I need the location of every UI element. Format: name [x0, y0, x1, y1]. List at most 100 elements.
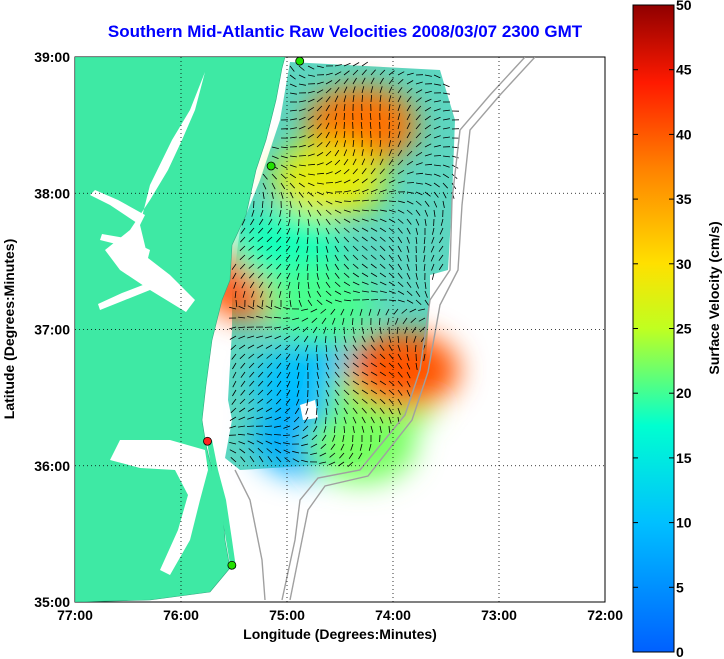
velocity-arrow	[343, 272, 350, 278]
velocity-arrow	[284, 407, 291, 414]
velocity-arrow	[406, 371, 411, 379]
velocity-arrow	[298, 144, 306, 148]
velocity-arrow	[301, 308, 309, 311]
velocity-arrow	[352, 416, 357, 424]
velocity-arrow	[266, 353, 273, 359]
velocity-arrow	[307, 281, 310, 289]
velocity-arrow	[396, 326, 399, 334]
velocity-arrow	[397, 169, 405, 175]
velocity-arrow	[385, 308, 390, 316]
velocity-arrow	[325, 160, 333, 166]
velocity-arrow	[257, 353, 264, 359]
velocity-arrow	[316, 81, 324, 85]
velocity-arrow	[334, 113, 338, 121]
velocity-arrow	[343, 158, 349, 166]
velocity-arrow	[334, 104, 338, 112]
velocity-arrow	[334, 218, 341, 224]
velocity-arrow	[343, 218, 351, 223]
velocity-arrow	[361, 290, 369, 293]
velocity-arrow	[361, 281, 369, 285]
velocity-arrow	[239, 448, 246, 454]
velocity-arrow	[352, 380, 360, 386]
velocity-arrow	[251, 290, 255, 298]
velocity-arrow	[316, 227, 320, 235]
velocity-arrow	[424, 209, 429, 217]
velocity-arrow	[307, 173, 315, 176]
speed-region	[274, 141, 385, 218]
velocity-arrow	[352, 236, 359, 242]
velocity-arrow	[406, 227, 411, 235]
velocity-arrow	[413, 335, 417, 343]
velocity-arrow	[334, 254, 339, 262]
velocity-arrow	[247, 416, 255, 420]
velocity-arrow	[277, 281, 282, 289]
velocity-arrow	[257, 236, 264, 242]
velocity-arrow	[319, 461, 327, 464]
velocity-arrow	[280, 164, 288, 169]
velocity-arrow	[256, 315, 264, 319]
velocity-arrow	[249, 371, 255, 378]
velocity-arrow	[313, 425, 318, 433]
velocity-arrow	[292, 326, 300, 331]
velocity-arrow	[388, 362, 395, 369]
velocity-arrow	[247, 335, 255, 339]
velocity-arrow	[240, 371, 246, 378]
velocity-arrow	[307, 74, 315, 77]
velocity-arrow	[289, 136, 297, 139]
velocity-arrow	[266, 448, 273, 454]
velocity-arrow	[397, 79, 404, 85]
albemarle-sound	[110, 440, 208, 575]
velocity-arrow	[229, 425, 237, 429]
velocity-arrow	[289, 299, 292, 307]
velocity-arrow	[369, 121, 372, 130]
velocity-arrow	[314, 335, 318, 343]
velocity-arrow	[325, 200, 333, 205]
velocity-arrow	[397, 380, 403, 387]
velocity-arrow	[343, 149, 348, 157]
velocity-arrow	[310, 308, 318, 313]
velocity-arrow	[379, 425, 382, 433]
velocity-arrow	[406, 245, 410, 253]
velocity-arrow	[406, 200, 414, 205]
velocity-arrow	[361, 344, 367, 351]
colorbar-tick-label: 25	[676, 321, 692, 337]
velocity-arrow	[307, 143, 315, 148]
velocity-arrow	[256, 416, 264, 420]
velocity-arrow	[325, 113, 330, 121]
velocity-arrow	[352, 178, 360, 184]
velocity-arrow	[397, 122, 401, 130]
velocity-arrow	[271, 155, 279, 159]
velocity-arrow	[289, 65, 295, 72]
velocity-arrow	[325, 398, 329, 406]
velocity-arrow	[266, 245, 273, 251]
velocity-arrow	[418, 317, 426, 322]
velocity-arrow	[361, 61, 369, 67]
velocity-arrow	[275, 344, 282, 350]
velocity-arrow	[424, 98, 432, 103]
velocity-arrow	[262, 173, 268, 180]
velocity-arrow	[361, 168, 367, 175]
velocity-arrow	[388, 158, 394, 166]
velocity-arrow	[266, 398, 273, 404]
velocity-arrow	[379, 344, 385, 351]
velocity-arrow	[325, 245, 329, 253]
velocity-arrow	[361, 245, 368, 251]
velocity-arrow	[343, 227, 350, 233]
river-rappahannock	[100, 234, 150, 258]
velocity-arrow	[343, 254, 349, 261]
velocity-arrow	[289, 92, 297, 95]
velocity-arrow	[249, 380, 255, 387]
velocity-arrow	[352, 272, 360, 278]
velocity-arrow	[286, 389, 291, 397]
velocity-arrow	[424, 281, 427, 289]
velocity-arrow	[397, 353, 402, 361]
velocity-arrow	[415, 182, 423, 185]
velocity-arrow	[334, 149, 340, 157]
velocity-arrow	[295, 245, 300, 253]
velocity-arrow	[269, 209, 273, 217]
velocity-arrow	[232, 389, 237, 397]
velocity-arrow	[274, 416, 282, 421]
velocity-arrow	[233, 281, 237, 289]
velocity-arrow	[257, 389, 264, 396]
velocity-arrow	[289, 290, 291, 299]
